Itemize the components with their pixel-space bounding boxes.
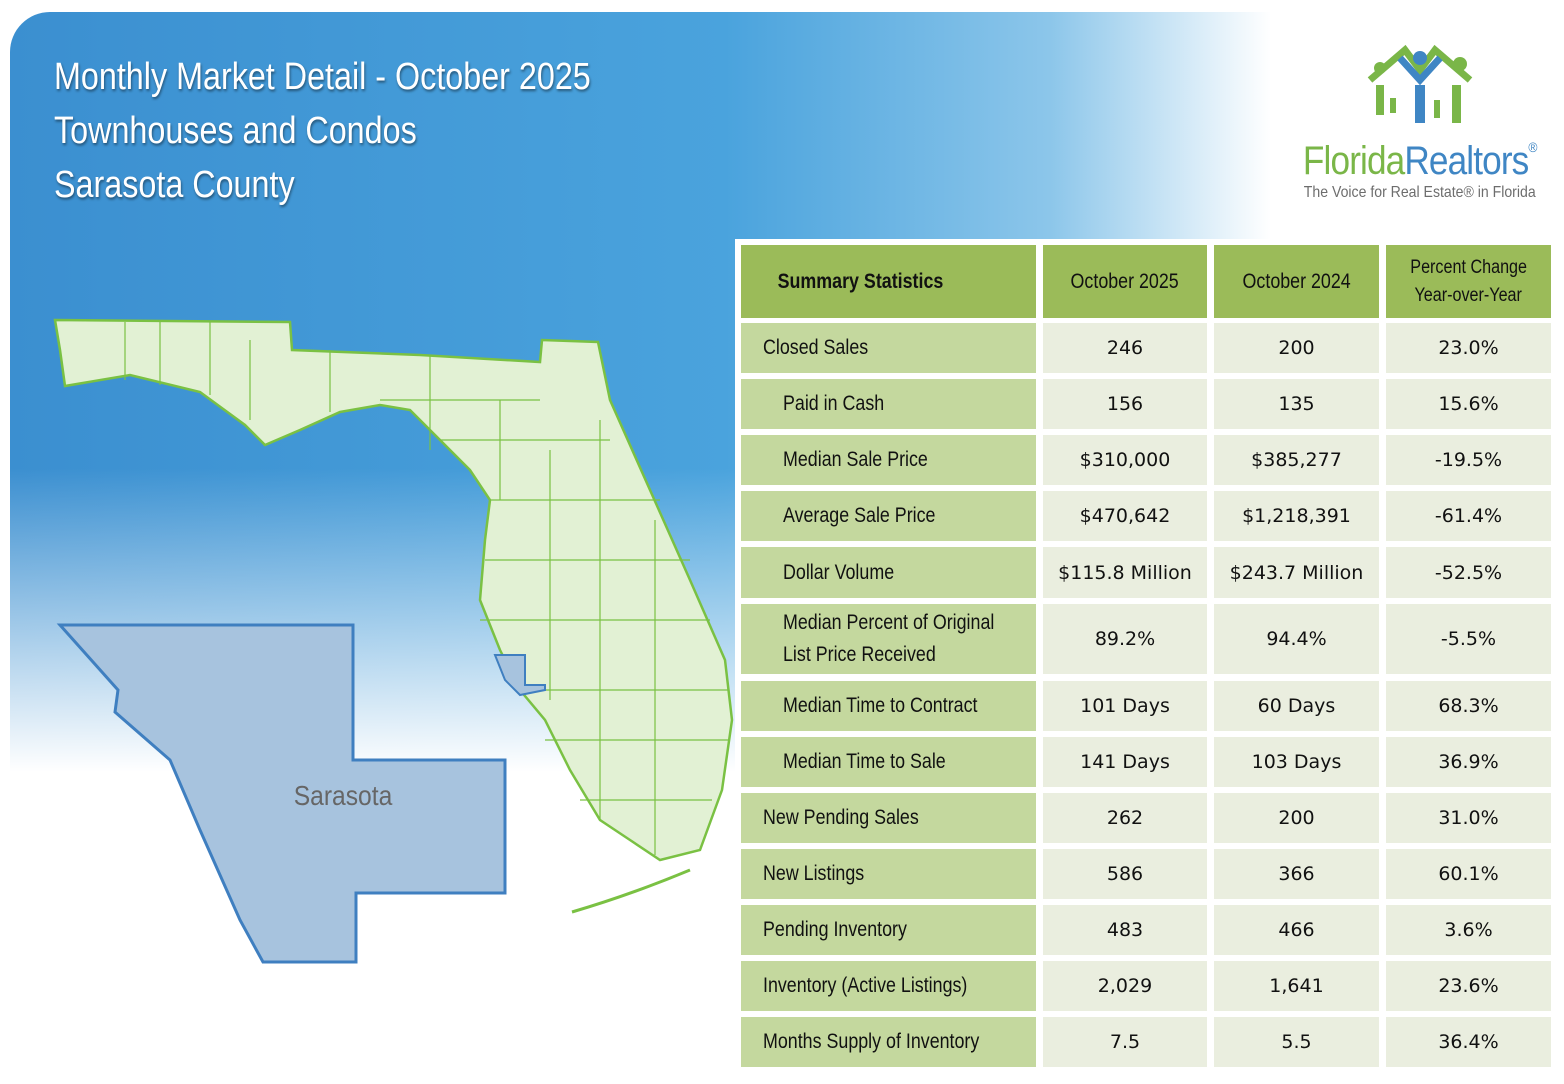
value-percent-change: 31.0% xyxy=(1386,793,1551,843)
header-percent-change: Percent Change Year-over-Year xyxy=(1386,245,1551,318)
value-percent-change: 36.4% xyxy=(1386,1017,1551,1067)
row-label: Pending Inventory xyxy=(741,905,1036,955)
row-label: Median Percent of Original List Price Rec… xyxy=(741,604,1036,674)
report-title: Monthly Market Detail - October 2025 Tow… xyxy=(54,50,686,212)
value-prior: 200 xyxy=(1214,323,1379,373)
row-label: Dollar Volume xyxy=(741,547,1036,598)
row-label: Inventory (Active Listings) xyxy=(741,961,1036,1011)
value-prior: 466 xyxy=(1214,905,1379,955)
title-line-2: Townhouses and Condos xyxy=(54,110,417,152)
value-percent-change: -5.5% xyxy=(1386,604,1551,674)
value-current: 89.2% xyxy=(1043,604,1207,674)
florida-keys xyxy=(571,868,691,914)
row-label: Median Sale Price xyxy=(741,435,1036,485)
row-label: New Listings xyxy=(741,849,1036,899)
value-current: 7.5 xyxy=(1043,1017,1207,1067)
value-current: $310,000 xyxy=(1043,435,1207,485)
value-current: 141 Days xyxy=(1043,737,1207,787)
sarasota-county-small xyxy=(493,654,546,697)
row-label: Paid in Cash xyxy=(741,379,1036,429)
value-prior: $243.7 Million xyxy=(1214,547,1379,598)
row-label: Closed Sales xyxy=(741,323,1036,373)
value-current: 2,029 xyxy=(1043,961,1207,1011)
value-prior: 200 xyxy=(1214,793,1379,843)
row-label: Months Supply of Inventory xyxy=(741,1017,1036,1067)
row-label: Median Time to Contract xyxy=(741,681,1036,731)
logo-tagline: The Voice for Real Estate® in Florida xyxy=(1304,184,1536,201)
value-prior: 103 Days xyxy=(1214,737,1379,787)
value-percent-change: -52.5% xyxy=(1386,547,1551,598)
logo-wordmark: FloridaRealtors® xyxy=(1303,139,1538,183)
value-prior: $1,218,391 xyxy=(1214,491,1379,541)
value-prior: 135 xyxy=(1214,379,1379,429)
value-percent-change: -19.5% xyxy=(1386,435,1551,485)
value-percent-change: 3.6% xyxy=(1386,905,1551,955)
value-current: 586 xyxy=(1043,849,1207,899)
florida-state-outline xyxy=(53,318,734,862)
florida-realtors-logo: FloridaRealtors® The Voice for Real Esta… xyxy=(1280,40,1560,202)
value-current: 262 xyxy=(1043,793,1207,843)
value-percent-change: -61.4% xyxy=(1386,491,1551,541)
value-percent-change: 68.3% xyxy=(1386,681,1551,731)
row-label: Average Sale Price xyxy=(741,491,1036,541)
summary-statistics-table: Summary Statistics October 2025 October … xyxy=(735,239,1557,1074)
county-label: Sarasota xyxy=(294,780,393,812)
value-percent-change: 36.9% xyxy=(1386,737,1551,787)
value-current: 156 xyxy=(1043,379,1207,429)
county-lines xyxy=(124,322,728,855)
sarasota-county-large xyxy=(56,623,507,964)
value-prior: 366 xyxy=(1214,849,1379,899)
value-current: 483 xyxy=(1043,905,1207,955)
value-prior: 94.4% xyxy=(1214,604,1379,674)
header-summary-statistics: Summary Statistics xyxy=(741,245,1036,318)
row-label: New Pending Sales xyxy=(741,793,1036,843)
value-prior: 1,641 xyxy=(1214,961,1379,1011)
houses-people-icon xyxy=(1367,44,1473,123)
value-percent-change: 23.0% xyxy=(1386,323,1551,373)
value-current: $115.8 Million xyxy=(1043,547,1207,598)
florida-map: Sarasota xyxy=(53,318,734,964)
value-current: 246 xyxy=(1043,323,1207,373)
value-current: $470,642 xyxy=(1043,491,1207,541)
title-line-3: Sarasota County xyxy=(54,164,295,206)
header-prior-period: October 2024 xyxy=(1214,245,1379,318)
row-label: Median Time to Sale xyxy=(741,737,1036,787)
value-prior: $385,277 xyxy=(1214,435,1379,485)
header-current-period: October 2025 xyxy=(1043,245,1207,318)
value-percent-change: 15.6% xyxy=(1386,379,1551,429)
value-percent-change: 23.6% xyxy=(1386,961,1551,1011)
value-prior: 5.5 xyxy=(1214,1017,1379,1067)
value-percent-change: 60.1% xyxy=(1386,849,1551,899)
title-line-1: Monthly Market Detail - October 2025 xyxy=(54,56,591,98)
value-prior: 60 Days xyxy=(1214,681,1379,731)
value-current: 101 Days xyxy=(1043,681,1207,731)
